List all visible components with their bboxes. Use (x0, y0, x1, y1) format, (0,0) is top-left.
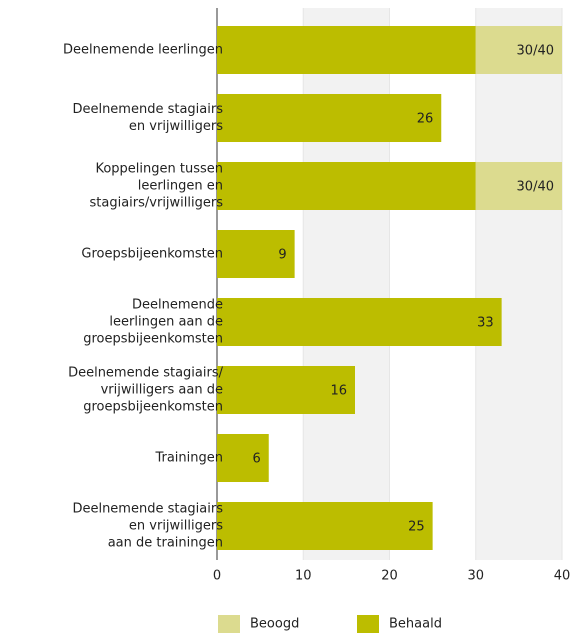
category-label: Deelnemende stagiairs en vrijwilligers a… (72, 501, 223, 551)
grid-stripe (303, 8, 390, 560)
x-tick-label: 40 (554, 569, 571, 584)
data-label: 25 (408, 520, 425, 535)
data-label: 30/40 (517, 44, 554, 59)
data-label: 30/40 (517, 180, 554, 195)
category-label: Deelnemende leerlingen (62, 42, 223, 58)
bar (217, 502, 433, 550)
legend-swatch (218, 615, 240, 633)
bar (475, 26, 562, 74)
legend-swatch (357, 615, 379, 633)
category-label: Koppelingen tussen leerlingen en stagiai… (89, 161, 224, 211)
data-label: 6 (252, 452, 260, 467)
data-label: 16 (330, 384, 347, 399)
bar (217, 230, 295, 278)
category-label: Trainingen (155, 450, 223, 466)
bar (217, 366, 355, 414)
category-label: Deelnemende stagiairs/ vrijwilligers aan… (68, 365, 223, 415)
data-label: 9 (278, 248, 286, 263)
category-label: Deelnemende stagiairs en vrijwilligers (72, 102, 223, 134)
legend-label: Behaald (389, 617, 442, 632)
x-tick-label: 30 (467, 569, 484, 584)
bar (217, 94, 442, 142)
data-label: 26 (417, 112, 434, 127)
x-tick-label: 0 (213, 569, 221, 584)
x-tick-label: 20 (381, 569, 398, 584)
category-label: Deelnemende leerlingen aan de groepsbije… (83, 297, 223, 347)
bar (475, 162, 562, 210)
legend-label: Beoogd (250, 617, 299, 632)
bar (217, 434, 269, 482)
bar (217, 298, 502, 346)
bar (217, 162, 476, 210)
grid-stripe (475, 8, 562, 560)
x-tick-label: 10 (295, 569, 312, 584)
bar (217, 26, 476, 74)
category-label: Groepsbijeenkomsten (81, 246, 223, 262)
data-label: 33 (477, 316, 494, 331)
